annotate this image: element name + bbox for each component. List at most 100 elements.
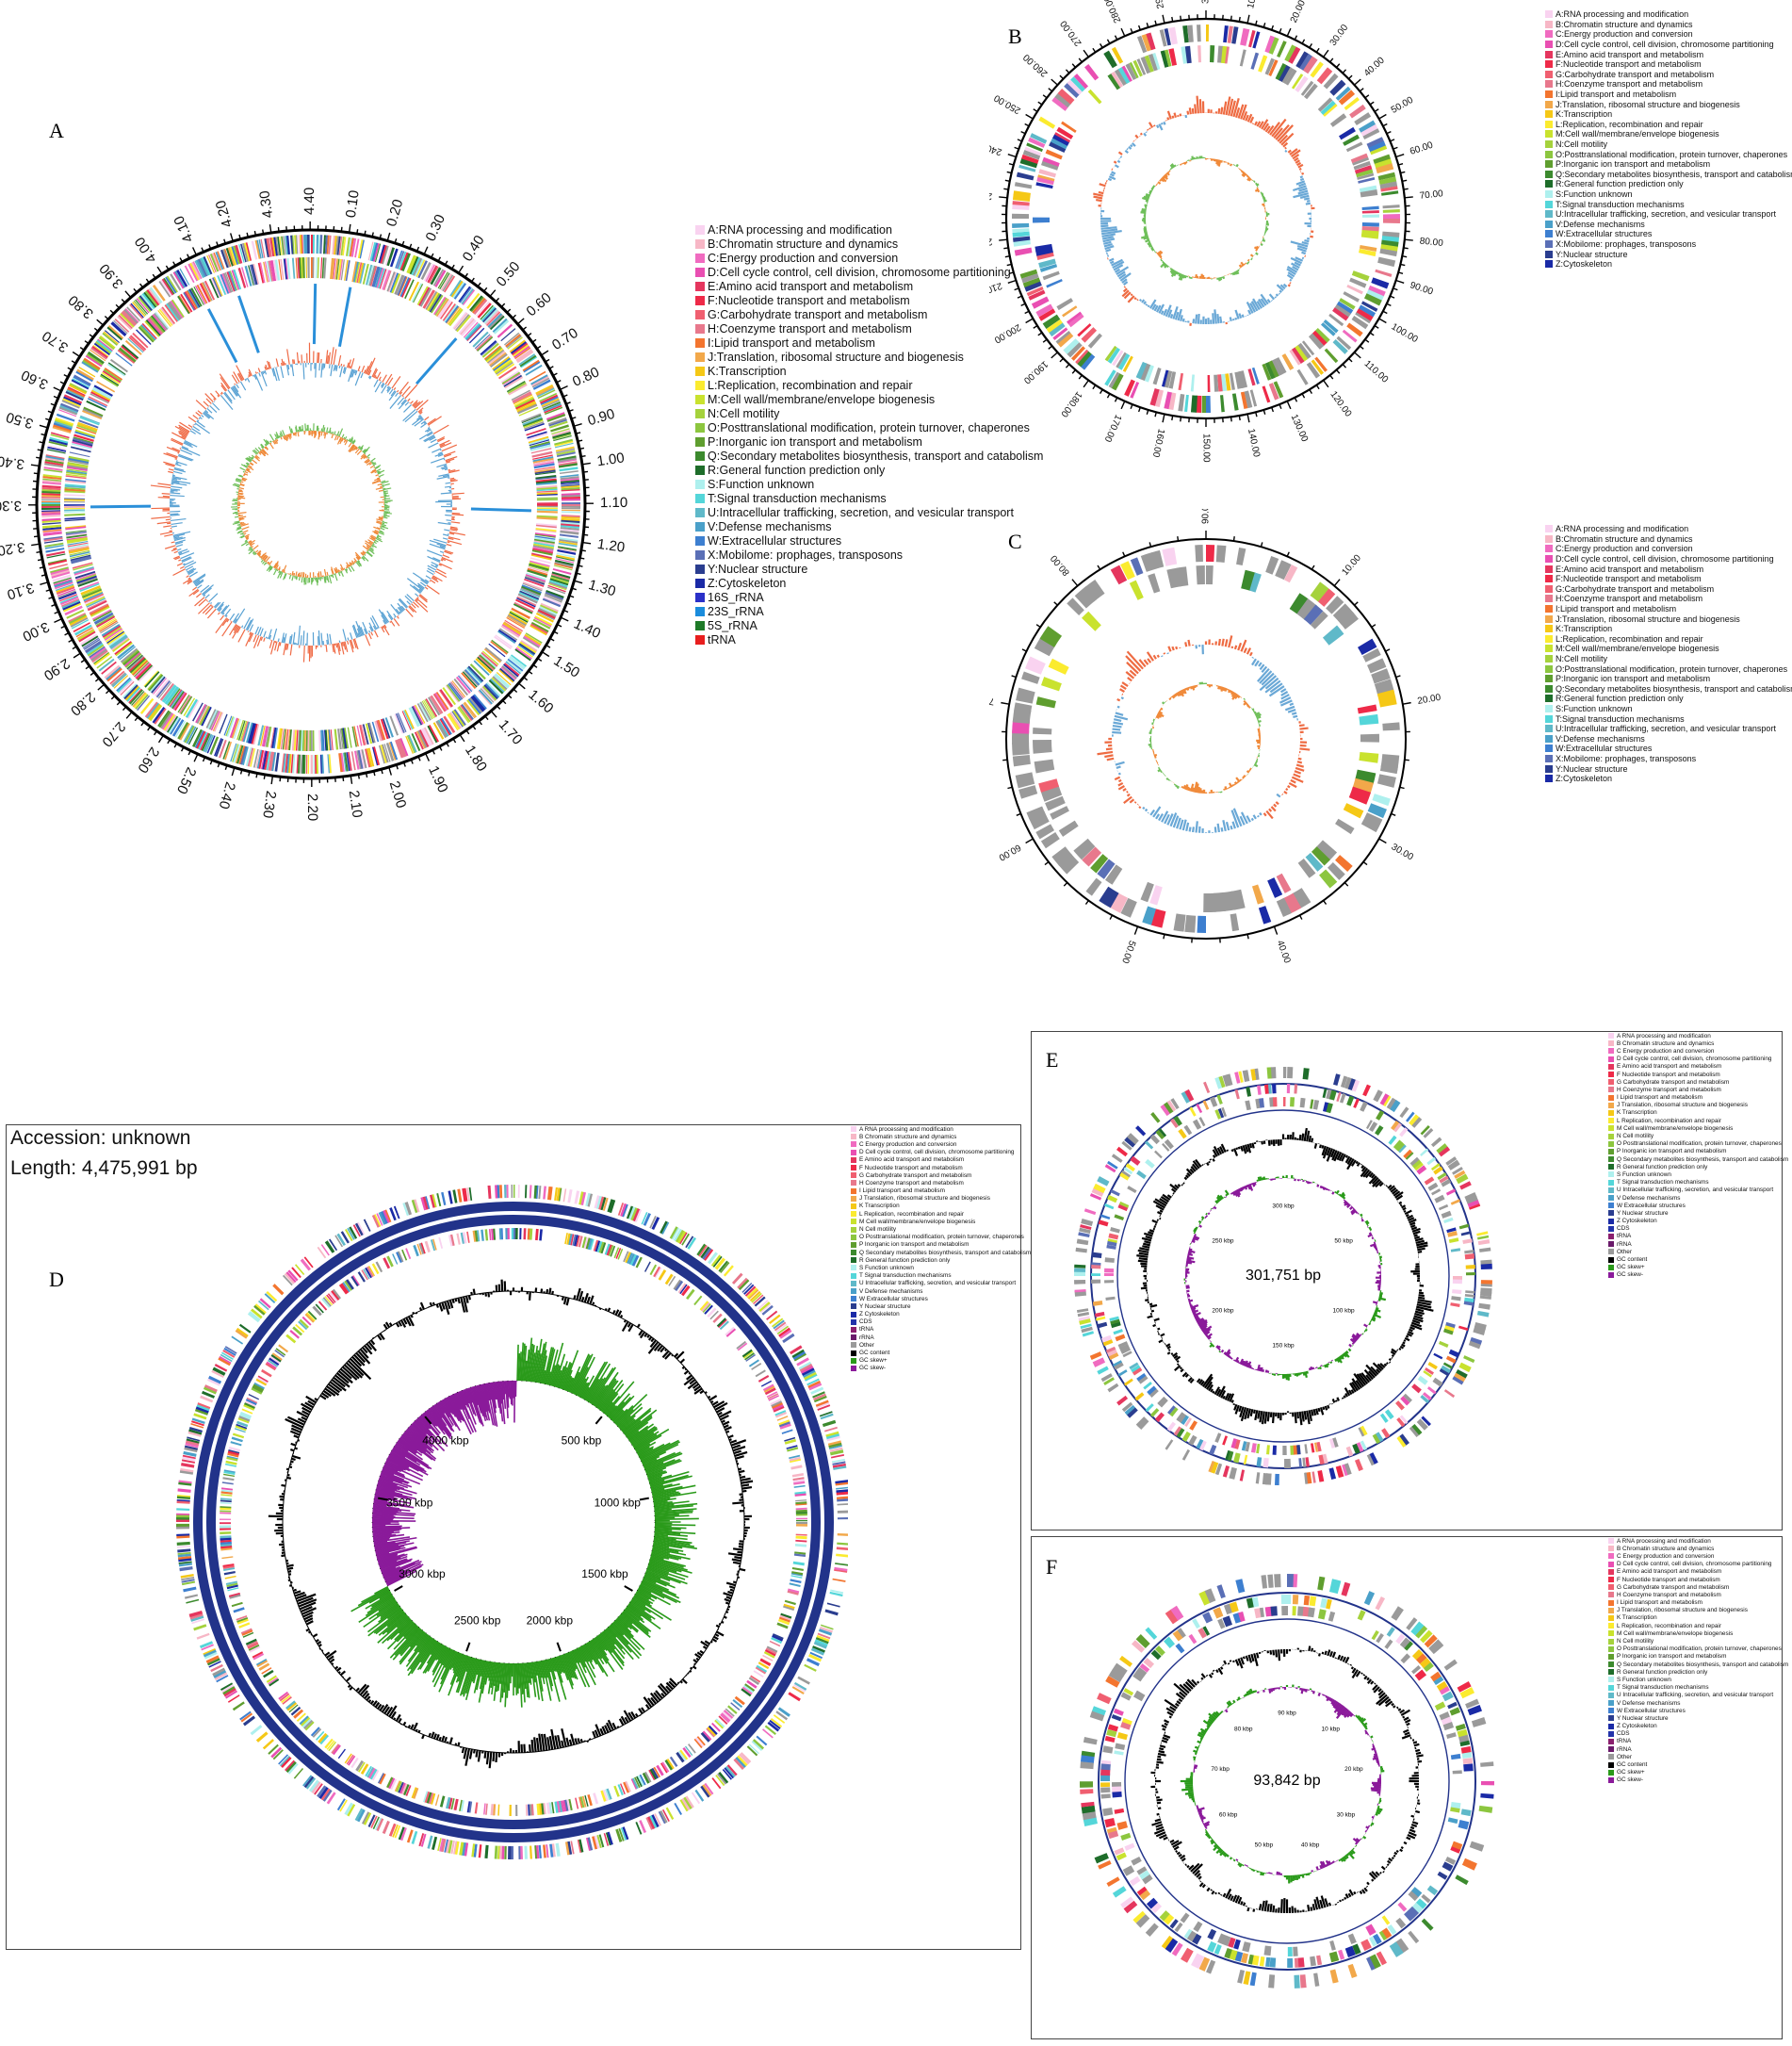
cog-reverse-a <box>461 319 477 336</box>
gc-skew-a <box>326 575 330 583</box>
gc-content-c <box>1117 778 1122 783</box>
gc-skew-a <box>329 430 332 434</box>
cog-reverse-c <box>1343 803 1364 819</box>
axis-b-tick <box>1146 23 1149 28</box>
cog-forward-a <box>373 242 380 262</box>
cog-reverse-a <box>527 433 548 441</box>
cog-forward-a <box>463 702 476 719</box>
gc-content-b <box>1290 256 1303 265</box>
gc-content-a <box>404 410 418 423</box>
cog-forward-a <box>530 374 548 385</box>
legend-label: N:Cell motility <box>1556 139 1608 150</box>
cog-forward-a <box>453 709 466 727</box>
gc-content-b <box>1180 315 1183 322</box>
cog-forward-c <box>1015 772 1035 789</box>
cog-reverse-a <box>428 292 441 312</box>
cog-forward-b <box>1111 373 1124 391</box>
gc-content-a <box>217 395 220 398</box>
cog-reverse-a <box>155 679 171 698</box>
cog-reverse-a <box>344 259 349 281</box>
gc-skew-a <box>376 518 383 521</box>
gc-content-a <box>196 593 202 598</box>
gc-content-b <box>1295 256 1304 262</box>
gc-skew-a <box>369 465 374 469</box>
cog-reverse-a <box>257 262 265 284</box>
cog-forward-d <box>723 1265 734 1277</box>
axis-a-tick <box>85 665 90 670</box>
legend-swatch <box>1545 90 1553 99</box>
cog-forward-a <box>476 301 490 317</box>
cog-forward-d <box>748 1289 759 1300</box>
cog-forward-d <box>743 1284 755 1295</box>
axis-a-tick <box>496 705 501 710</box>
gc-skew-a <box>246 537 249 540</box>
circos-plot-c: C 90.0010.0020.0030.0040.0050.0060.0070.… <box>969 500 1442 966</box>
cog-reverse-c <box>1038 778 1060 793</box>
gc-skew-a <box>254 549 259 553</box>
axis-b-tick <box>1402 179 1408 182</box>
axis-b-tick <box>1004 255 1010 258</box>
cog-reverse-a <box>94 613 114 625</box>
cog-forward-c <box>1340 612 1359 630</box>
gc-content-a <box>184 441 192 447</box>
gc-content-a <box>339 366 343 378</box>
axis-a-tick <box>64 631 70 636</box>
legend-swatch <box>851 1141 856 1148</box>
cog-forward-b <box>1052 327 1068 340</box>
cog-forward-a <box>110 322 126 337</box>
cog-reverse-a <box>194 286 206 305</box>
cog-reverse-a <box>408 281 420 302</box>
cog-reverse-a <box>65 478 87 483</box>
gc-content-b <box>1252 298 1261 311</box>
gc-skew-a <box>370 545 374 548</box>
cog-forward-a <box>111 321 127 336</box>
cog-forward-c <box>1372 794 1391 807</box>
gc-skew-a <box>362 545 369 551</box>
gc-content-a <box>232 385 242 399</box>
cog-forward-a <box>478 690 492 706</box>
cog-forward-a <box>81 635 99 647</box>
gc-content-a <box>258 372 261 377</box>
gc-skew-a <box>279 433 283 437</box>
cog-forward-a <box>481 685 497 701</box>
gc-content-a <box>357 366 361 371</box>
cog-reverse-a <box>153 312 169 331</box>
axis-c-tick <box>1001 701 1010 705</box>
cog-reverse-a <box>67 542 89 548</box>
cog-reverse-a <box>464 668 481 686</box>
legend-swatch <box>851 1296 856 1302</box>
gc-content-a <box>387 377 394 386</box>
legend-swatch <box>851 1203 856 1209</box>
cog-reverse-b <box>1190 374 1195 392</box>
gc-content-a <box>415 593 419 597</box>
axis-a-tick <box>50 402 56 406</box>
gc-content-a <box>356 628 362 637</box>
cog-forward-b <box>1075 350 1092 368</box>
axis-c-label: 20.00 <box>1417 693 1442 707</box>
cog-reverse-a <box>261 726 268 747</box>
gc-content-a <box>171 525 177 528</box>
gc-skew-a <box>295 425 298 433</box>
gc-skew-b <box>1254 188 1260 192</box>
cog-forward-a <box>47 446 67 452</box>
cog-forward-a <box>283 236 286 255</box>
gc-content-c <box>1214 827 1217 833</box>
axis-a-tick <box>72 351 81 357</box>
cog-reverse-a <box>536 486 558 490</box>
gc-content-c <box>1220 827 1224 832</box>
gc-content-a <box>204 410 215 420</box>
cog-forward-a <box>519 641 537 654</box>
gc-skew-b <box>1238 168 1242 171</box>
gc-content-a <box>183 560 194 566</box>
cog-reverse-a <box>120 647 138 663</box>
axis-b-label: 290.00 <box>1150 0 1166 9</box>
axis-b-tick <box>1162 414 1165 423</box>
cog-reverse-b <box>1042 270 1060 281</box>
cog-forward-d <box>580 1191 587 1206</box>
cog-forward-a <box>54 418 73 427</box>
cog-reverse-a <box>380 718 389 740</box>
cog-forward-a <box>559 466 578 472</box>
cog-reverse-a <box>534 471 556 476</box>
gc-content-b <box>1228 98 1234 116</box>
legend-swatch <box>851 1357 856 1364</box>
